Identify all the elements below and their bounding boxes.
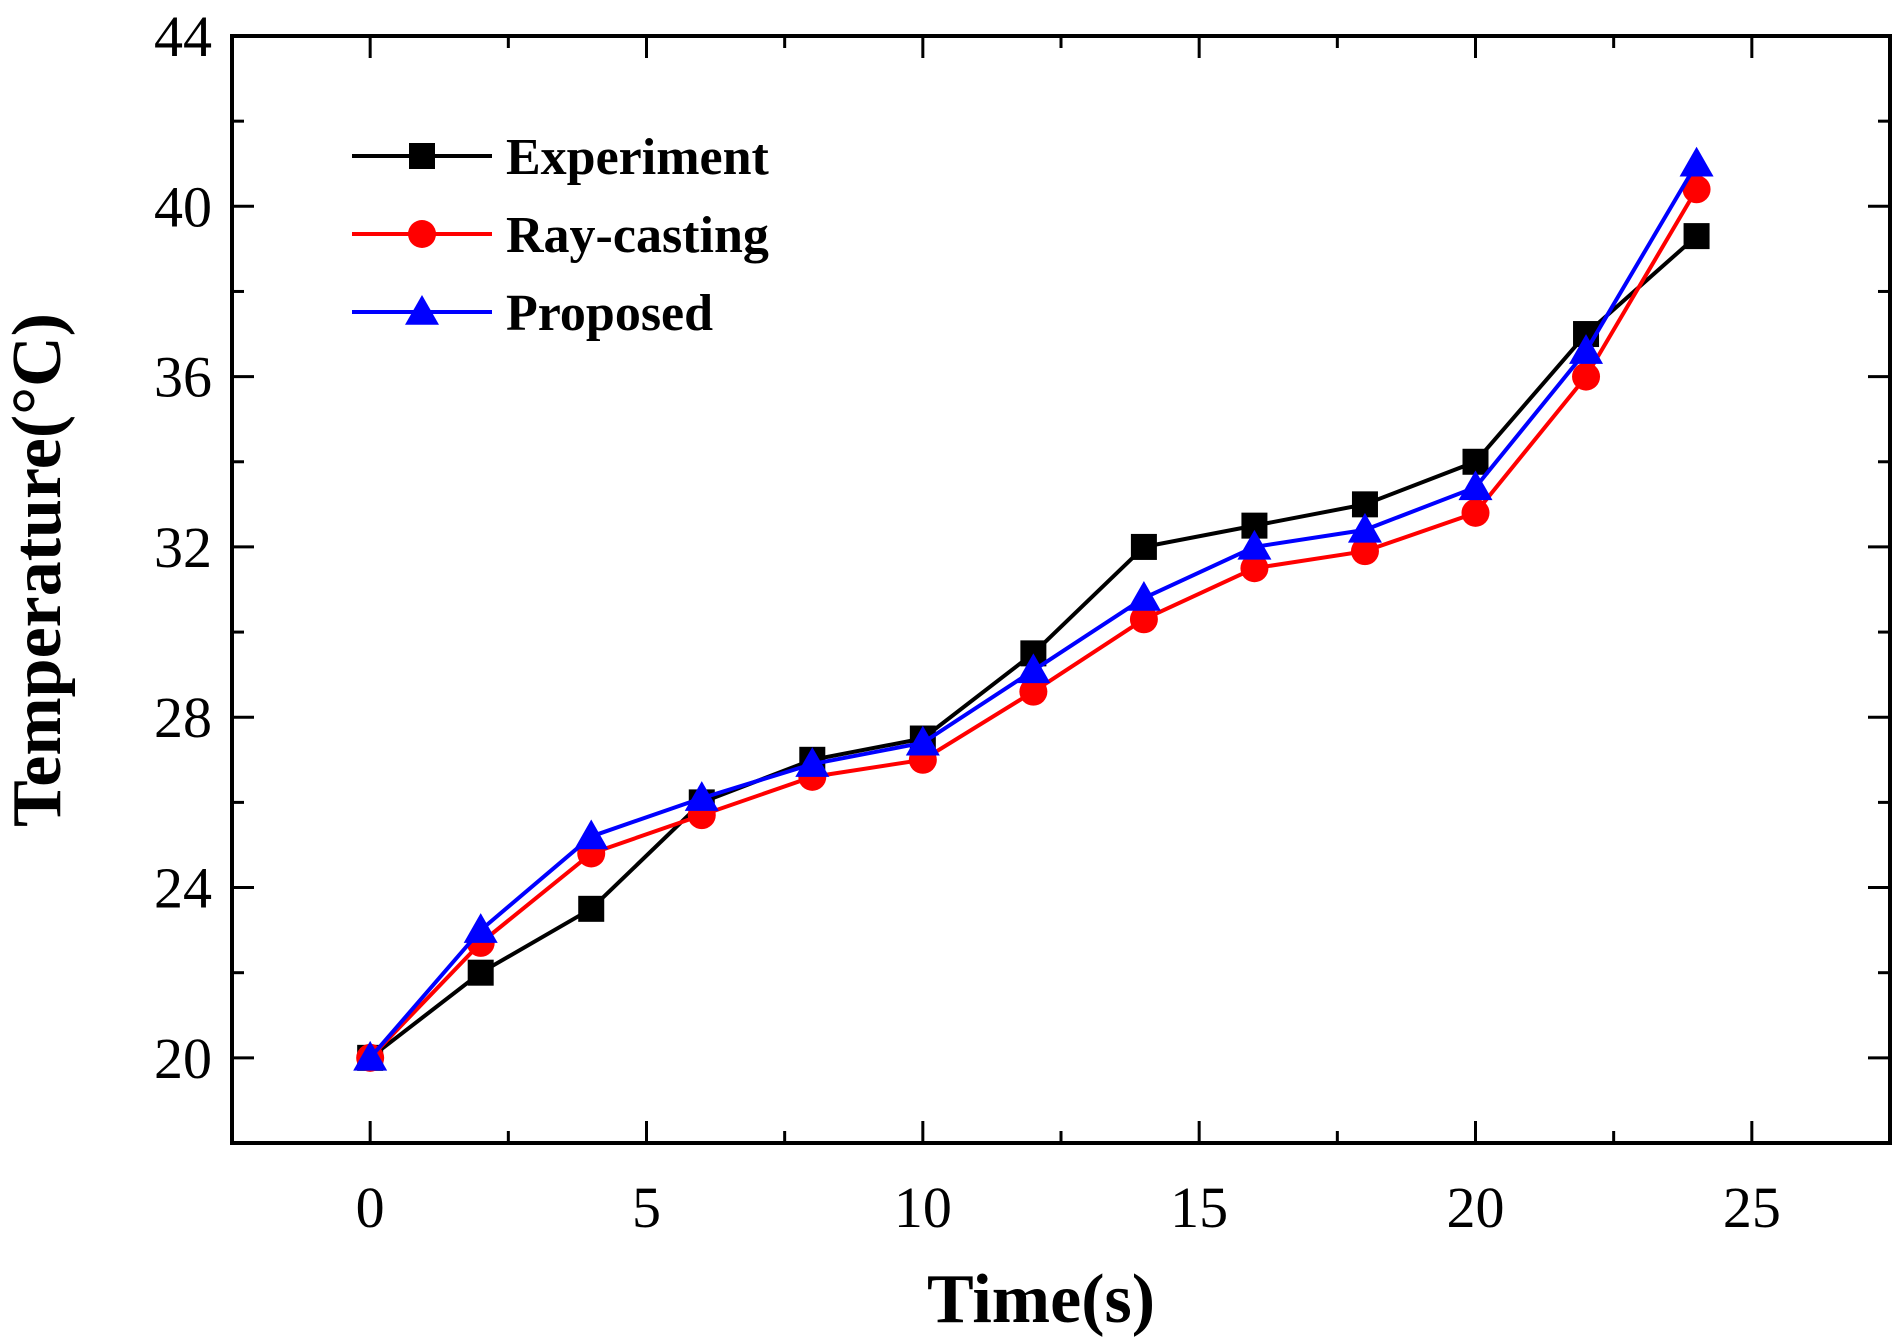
legend-item: Ray-casting [352, 207, 769, 264]
data-point [578, 895, 605, 922]
data-point [1240, 554, 1269, 583]
y-tick-label: 44 [154, 4, 212, 69]
data-point [353, 1040, 388, 1071]
data-point [1461, 498, 1490, 527]
legend-label: Proposed [506, 285, 713, 342]
x-tick-label: 25 [1723, 1175, 1781, 1240]
data-point [574, 819, 609, 850]
data-point [1682, 175, 1711, 204]
legend-label: Experiment [506, 129, 770, 186]
legend-marker [409, 143, 435, 169]
legend: Experiment Ray-casting Proposed [352, 129, 770, 342]
data-point [1683, 223, 1710, 250]
y-tick-label: 24 [154, 856, 212, 921]
data-point [1679, 146, 1714, 177]
data-point [467, 959, 494, 986]
series-proposed [353, 146, 1714, 1071]
data-point [1347, 512, 1382, 543]
data-point [684, 781, 719, 811]
x-tick-label: 0 [356, 1175, 385, 1240]
legend-item: Proposed [352, 285, 713, 342]
y-axis-title: Temperature(°C) [0, 313, 76, 827]
data-point [795, 747, 830, 777]
y-tick-label: 28 [154, 685, 212, 750]
x-axis-ticks: 0 5 10 15 20 25 [356, 36, 1781, 1240]
x-tick-label: 5 [632, 1175, 661, 1240]
y-tick-label: 36 [154, 345, 212, 410]
legend-item: Experiment [352, 129, 770, 186]
x-tick-label: 10 [894, 1175, 952, 1240]
data-point [1129, 605, 1158, 634]
data-point [1572, 362, 1601, 391]
legend-label: Ray-casting [506, 207, 769, 264]
x-axis-title: Time(s) [927, 1261, 1155, 1338]
data-point [463, 913, 498, 943]
data-point [905, 725, 940, 756]
data-point [1130, 533, 1157, 560]
x-tick-label: 20 [1447, 1175, 1505, 1240]
legend-marker [408, 220, 436, 248]
data-point [1458, 470, 1493, 501]
data-point [1126, 581, 1161, 611]
data-point [1016, 653, 1051, 684]
y-axis-ticks: 20 24 28 32 36 40 44 [154, 4, 1890, 1091]
y-tick-label: 32 [154, 515, 212, 580]
legend-marker [405, 295, 439, 325]
x-tick-label: 15 [1170, 1175, 1228, 1240]
data-point [1019, 677, 1048, 706]
data-point [1569, 334, 1604, 364]
y-tick-label: 20 [154, 1026, 212, 1091]
series-layer [353, 146, 1714, 1072]
data-point [1237, 529, 1272, 560]
y-tick-label: 40 [154, 174, 212, 239]
data-point [1350, 537, 1379, 566]
series-experiment [357, 223, 1710, 1071]
